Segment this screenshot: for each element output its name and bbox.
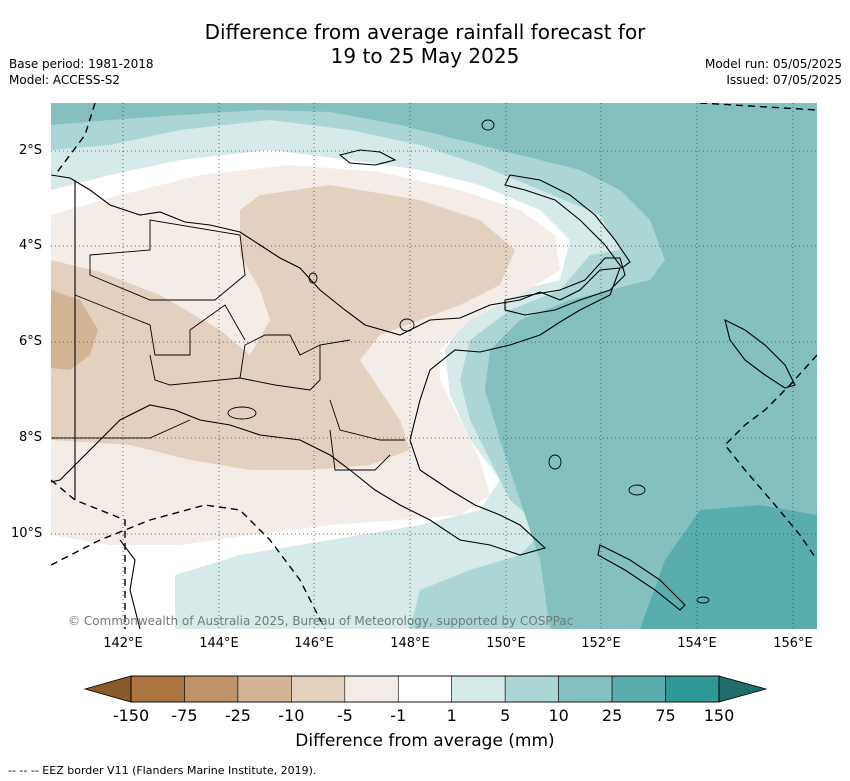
colorbar-cell [237,675,292,703]
new-guinea-coast [51,174,621,556]
manus-coast [338,149,397,166]
border-1 [89,219,246,301]
colorbar-frame [130,675,720,703]
colorbar-tick-label: 5 [500,706,511,725]
eez-west [54,103,96,176]
eez-footnote: -- -- -- EEZ border V11 (Flanders Marine… [8,764,317,777]
colorbar-tick-label: 1 [446,706,457,725]
meta-right: Model run: 05/05/2025 Issued: 07/05/2025 [705,56,842,88]
colorbar-cell [291,675,346,703]
eez-borders [51,103,817,629]
colorbar-tick-label: 75 [655,706,676,725]
province-borders [52,219,405,471]
island-b [399,318,415,332]
eez-south [51,504,326,629]
border-3 [149,339,351,391]
lon-label-152e: 152°E [581,636,621,651]
colorbar-tick-label: 10 [548,706,569,725]
lat-label-8s: 8°S [19,430,43,445]
lon-label-146e: 146°E [294,636,334,651]
border-6 [329,429,391,471]
island-c [308,272,318,284]
colorbar-label: Difference from average (mm) [295,731,555,751]
colorbar-tick-label: -150 [112,706,150,725]
bougainville-coast [724,318,796,389]
lon-label-154e: 154°E [677,636,717,651]
lon-label-156e: 156°E [773,636,813,651]
island-a [481,119,495,131]
title-line-2: 19 to 25 May 2025 [330,44,520,68]
colorbar-cell [665,675,720,703]
border-4 [239,334,321,379]
colorbar-tick-label: -1 [390,706,407,725]
colorbar-cell [397,675,453,703]
lat-label-6s: 6°S [19,334,43,349]
colorbar-cell [130,675,185,703]
new-ireland-coast [504,174,631,269]
island-e [548,454,562,470]
issued-date: Issued: 07/05/2025 [726,73,842,87]
model-run: Model run: 05/05/2025 [704,57,842,71]
colorbar-tick-label: -10 [278,706,305,725]
contour-wet-75 [640,505,817,629]
map-area [51,103,817,629]
colorbar [83,675,768,703]
contour-dry-5 [51,185,515,470]
colorbar-cell [611,675,666,703]
colorbar-cells [130,675,720,703]
colorbar-cell [558,675,613,703]
colorbar-cell [504,675,559,703]
colorbar-tick-label: -75 [171,706,198,725]
island-d [628,484,646,496]
colorbar-cell [184,675,239,703]
model-name: Model: ACCESS-S2 [9,73,121,87]
colorbar-cell [451,675,506,703]
border-2 [74,294,246,356]
colorbar-cell [344,675,399,703]
colorbar-tick-label: 25 [601,706,623,725]
lat-label-2s: 2°S [19,143,43,158]
torres-strait-coast [119,539,141,629]
contour-wet-25 [51,103,817,629]
lon-label-148e: 148°E [390,636,430,651]
lon-label-150e: 150°E [486,636,526,651]
island-g [227,406,257,420]
southeast-islands [597,544,686,611]
colorbar-left-arrow [83,675,132,703]
border-7 [52,419,191,439]
lat-label-10s: 10°S [11,526,43,541]
eez-southwest [51,479,126,629]
copyright-notice: © Commonwealth of Australia 2025, Bureau… [68,614,574,628]
colorbar-tick-label: -5 [336,706,353,725]
lon-label-144e: 144°E [199,636,239,651]
new-britain-coast [504,257,626,316]
colorbar-tick-label: -25 [224,706,251,725]
eez-east [724,354,817,561]
border-5 [329,399,405,441]
colorbar-right-arrow [718,675,768,703]
base-period: Base period: 1981-2018 [9,57,154,71]
coastlines [51,149,796,629]
map-title: Difference from average rainfall forecas… [0,20,850,68]
eez-north [699,103,817,111]
colorbar-tick-label: 150 [703,706,735,725]
lat-label-4s: 4°S [19,238,43,253]
meta-left: Base period: 1981-2018 Model: ACCESS-S2 [9,56,154,88]
title-line-1: Difference from average rainfall forecas… [204,20,646,44]
lon-label-142e: 142°E [103,636,143,651]
